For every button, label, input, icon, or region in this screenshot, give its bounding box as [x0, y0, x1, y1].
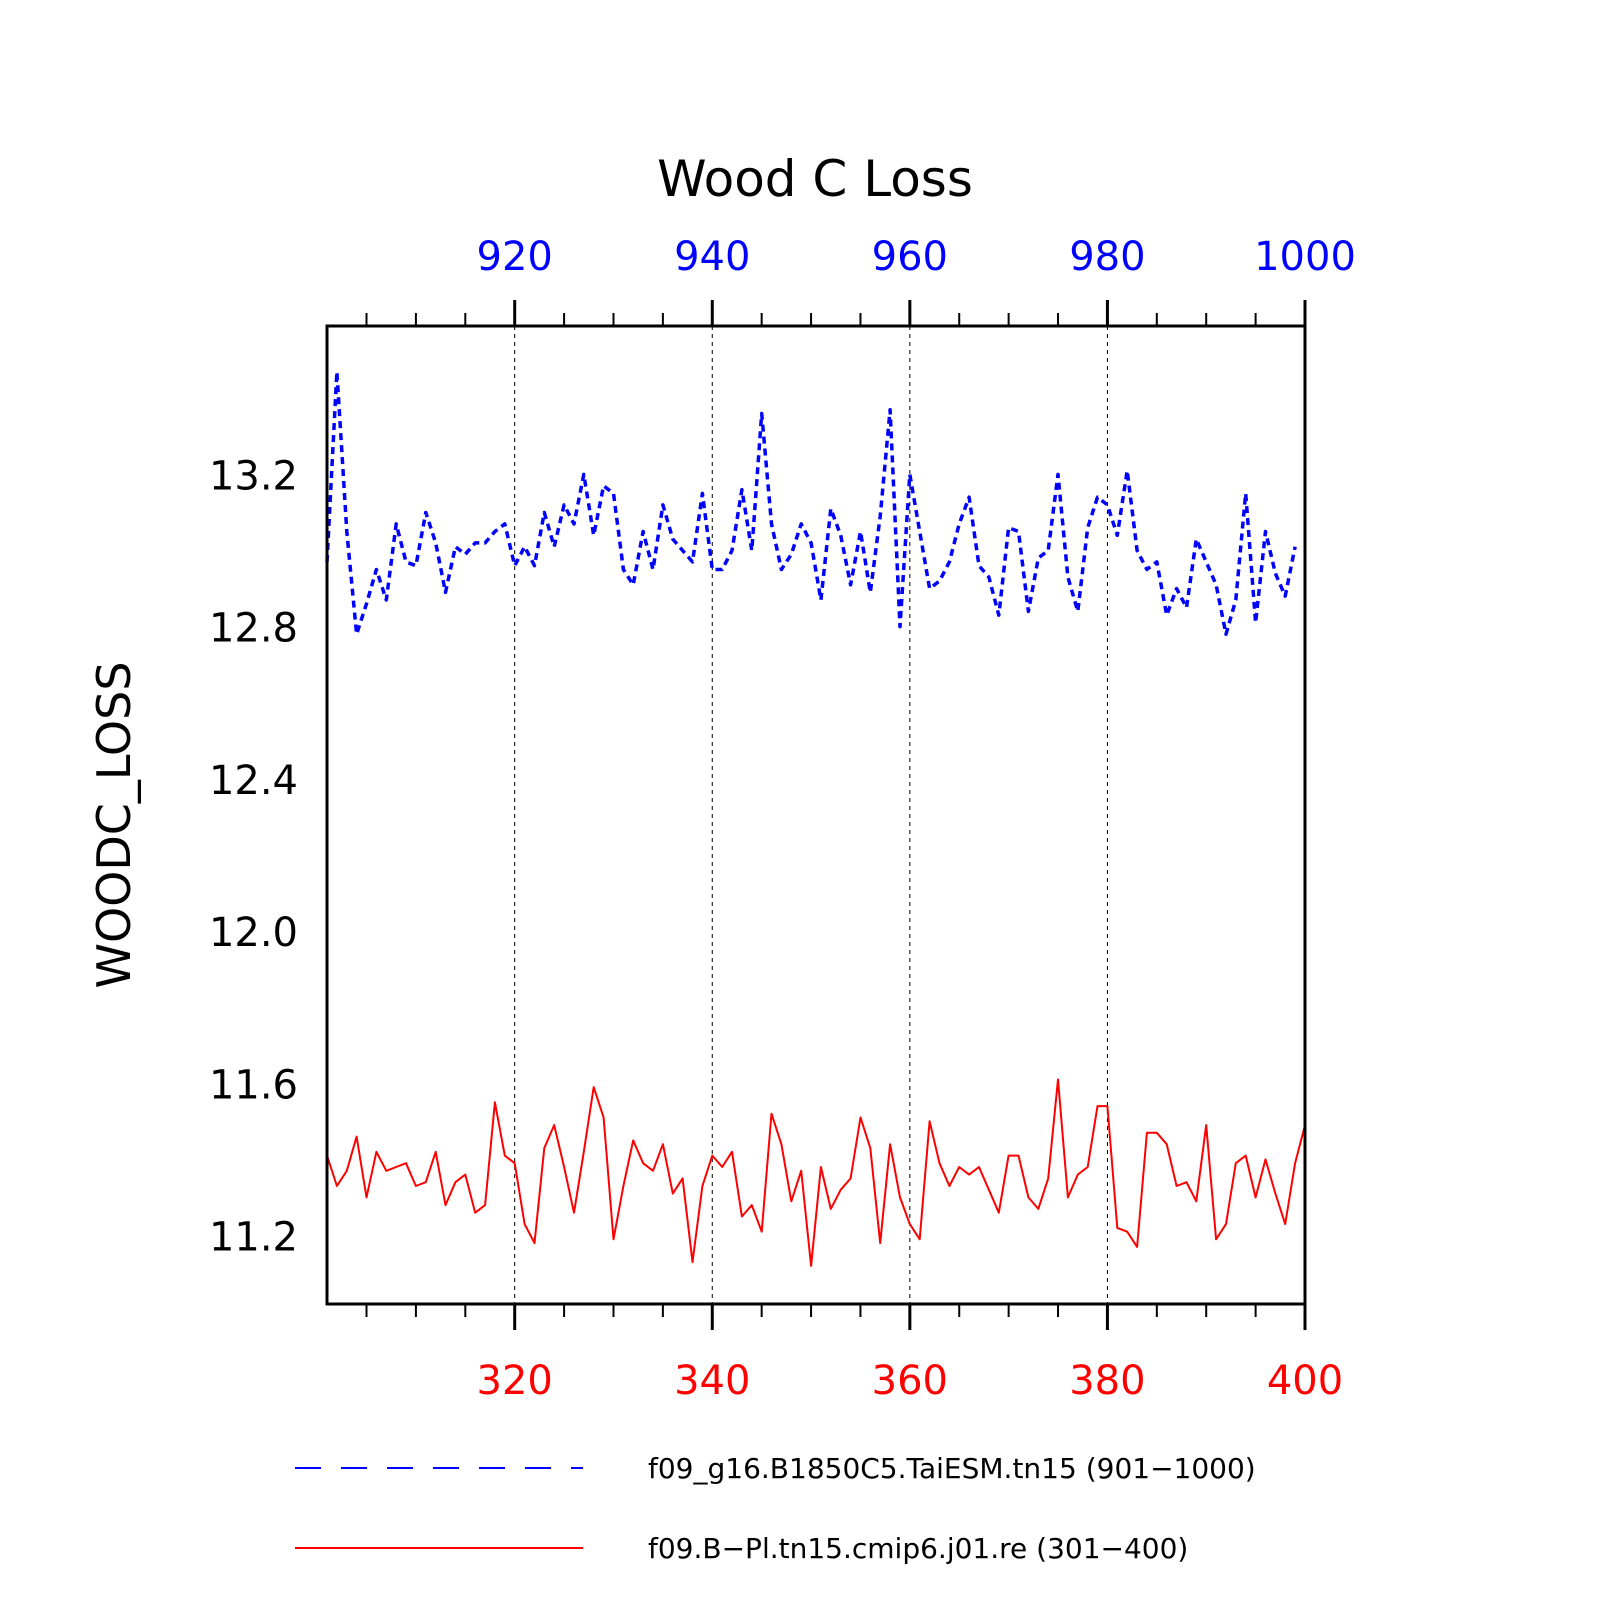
series-line-1: [325, 369, 1297, 636]
top-tick-label: 940: [674, 234, 750, 280]
y-tick-label: 12.4: [209, 758, 298, 804]
chart-title: Wood C Loss: [657, 150, 973, 208]
series-line-2: [326, 1078, 1306, 1267]
y-tick-label: 11.6: [209, 1062, 298, 1108]
bottom-tick-label: 400: [1267, 1358, 1343, 1404]
top-tick-label: 1000: [1254, 234, 1356, 280]
y-tick-label: 11.2: [209, 1215, 298, 1261]
y-axis-label: WOODC_LOSS: [87, 661, 141, 988]
x-gridlines: [514, 326, 1108, 1304]
top-tick-label: 960: [872, 234, 948, 280]
y-tick-label: 12.8: [209, 606, 298, 652]
legend-label-1: f09_g16.B1850C5.TaiESM.tn15 (901−1000): [648, 1452, 1256, 1485]
bottom-tick-label: 360: [872, 1358, 948, 1404]
bottom-tick-label: 380: [1069, 1358, 1145, 1404]
axis-ticks: [365, 300, 1307, 1330]
top-tick-label: 920: [477, 234, 553, 280]
y-tick-label: 13.2: [209, 453, 298, 499]
tick-labels: 920 940 960 980 1000 320 340 360 380 400 11.2 11.6 1…: [209, 234, 1356, 1404]
series-lines: [325, 369, 1306, 1267]
bottom-tick-label: 320: [477, 1358, 553, 1404]
legend: f09_g16.B1850C5.TaiESM.tn15 (901−1000) f0…: [295, 1452, 1256, 1565]
top-tick-label: 980: [1069, 234, 1145, 280]
legend-label-2: f09.B−Pl.tn15.cmip6.j01.re (301−400): [648, 1532, 1188, 1565]
plot-frame: [325, 324, 1307, 1306]
y-tick-label: 12.0: [209, 910, 298, 956]
bottom-tick-label: 340: [674, 1358, 750, 1404]
